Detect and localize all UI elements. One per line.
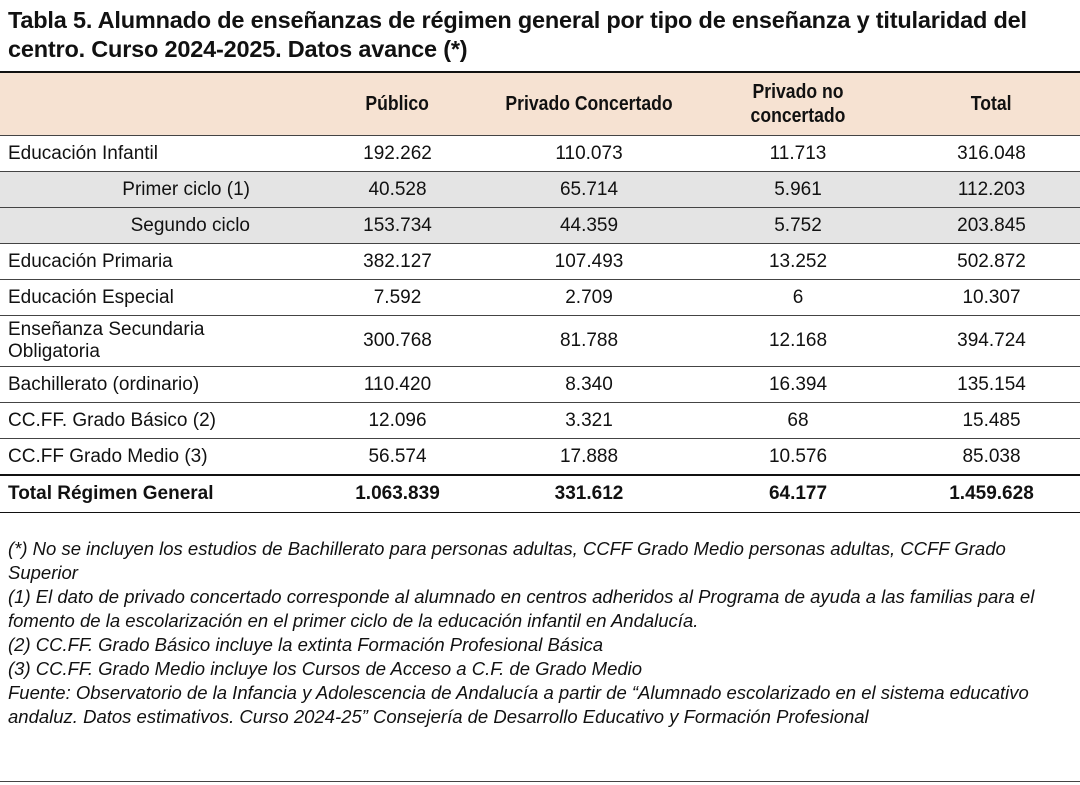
cell-publico: 12.096 [310,402,485,439]
total-publico: 1.063.839 [310,474,485,513]
cell-total: 394.724 [903,315,1080,367]
total-privado-concertado: 331.612 [485,474,693,513]
cell-total: 112.203 [903,171,1080,208]
header-cell-total: Total [903,73,1080,136]
source-note: Fuente: Observatorio de la Infancia y Ad… [8,682,1029,727]
footnote: (2) CC.FF. Grado Básico incluye la extin… [8,634,603,655]
cell-publico: 382.127 [310,243,485,280]
cell-total: 502.872 [903,243,1080,280]
cell-privado-concertado: 65.714 [485,171,693,208]
cell-privado-concertado: 3.321 [485,402,693,439]
table-row: Bachillerato (ordinario) 110.420 8.340 1… [0,366,1080,403]
cell-privado-concertado: 2.709 [485,279,693,316]
cell-privado-no-concertado: 12.168 [693,315,903,367]
cell-publico: 7.592 [310,279,485,316]
cell-privado-no-concertado: 5.961 [693,171,903,208]
footnote: (*) No se incluyen los estudios de Bachi… [8,538,1006,583]
cell-privado-concertado: 8.340 [485,366,693,403]
cell-privado-concertado: 107.493 [485,243,693,280]
cell-privado-no-concertado: 6 [693,279,903,316]
header-cell-privado-concertado: Privado Concertado [485,73,693,136]
table-row: Educación Primaria 382.127 107.493 13.25… [0,243,1080,280]
row-label: Educación Especial [0,279,310,316]
table-row: CC.FF. Grado Básico (2) 12.096 3.321 68 … [0,402,1080,439]
row-label: CC.FF. Grado Básico (2) [0,402,310,439]
row-label: Bachillerato (ordinario) [0,366,310,403]
footnote: (1) El dato de privado concertado corres… [8,586,1035,631]
cell-total: 85.038 [903,438,1080,476]
table-row: CC.FF Grado Medio (3) 56.574 17.888 10.5… [0,438,1080,476]
cell-total: 135.154 [903,366,1080,403]
cell-total: 203.845 [903,207,1080,244]
cell-privado-concertado: 110.073 [485,135,693,172]
total-privado-no-concertado: 64.177 [693,474,903,513]
cell-total: 10.307 [903,279,1080,316]
header-cell-label [0,73,310,136]
cell-privado-no-concertado: 10.576 [693,438,903,476]
cell-publico: 192.262 [310,135,485,172]
cell-total: 316.048 [903,135,1080,172]
header-cell-privado-no-concertado: Privado no concertado [693,73,903,136]
header-row: Público Privado Concertado Privado no co… [0,73,1080,136]
cell-privado-no-concertado: 68 [693,402,903,439]
table-row: Educación Especial 7.592 2.709 6 10.307 [0,279,1080,316]
cell-publico: 110.420 [310,366,485,403]
footnotes: (*) No se incluyen los estudios de Bachi… [8,537,1072,729]
cell-privado-no-concertado: 11.713 [693,135,903,172]
bottom-rule [0,781,1080,782]
cell-publico: 153.734 [310,207,485,244]
row-label: CC.FF Grado Medio (3) [0,438,310,476]
table-row: Segundo ciclo 153.734 44.359 5.752 203.8… [0,207,1080,244]
table-title: Tabla 5. Alumnado de enseñanzas de régim… [8,7,1027,62]
total-total: 1.459.628 [903,474,1080,513]
footnote: (3) CC.FF. Grado Medio incluye los Curso… [8,658,643,679]
cell-total: 15.485 [903,402,1080,439]
row-label: Educación Infantil [0,135,310,172]
cell-privado-no-concertado: 5.752 [693,207,903,244]
cell-privado-concertado: 44.359 [485,207,693,244]
cell-publico: 56.574 [310,438,485,476]
row-label: Primer ciclo (1) [0,171,310,208]
row-label: Educación Primaria [0,243,310,280]
total-row: Total Régimen General 1.063.839 331.612 … [0,474,1080,513]
header-cell-publico: Público [310,73,485,136]
top-rule [0,71,1080,73]
cell-privado-concertado: 81.788 [485,315,693,367]
cell-privado-concertado: 17.888 [485,438,693,476]
data-table: Público Privado Concertado Privado no co… [0,73,1080,513]
cell-publico: 300.768 [310,315,485,367]
table-row: Enseñanza Secundaria Obligatoria 300.768… [0,315,1080,367]
table-row: Educación Infantil 192.262 110.073 11.71… [0,135,1080,172]
row-label: Segundo ciclo [0,207,310,244]
cell-privado-no-concertado: 13.252 [693,243,903,280]
table-row: Primer ciclo (1) 40.528 65.714 5.961 112… [0,171,1080,208]
cell-privado-no-concertado: 16.394 [693,366,903,403]
row-label: Enseñanza Secundaria Obligatoria [0,315,310,367]
total-label: Total Régimen General [0,474,310,513]
cell-publico: 40.528 [310,171,485,208]
